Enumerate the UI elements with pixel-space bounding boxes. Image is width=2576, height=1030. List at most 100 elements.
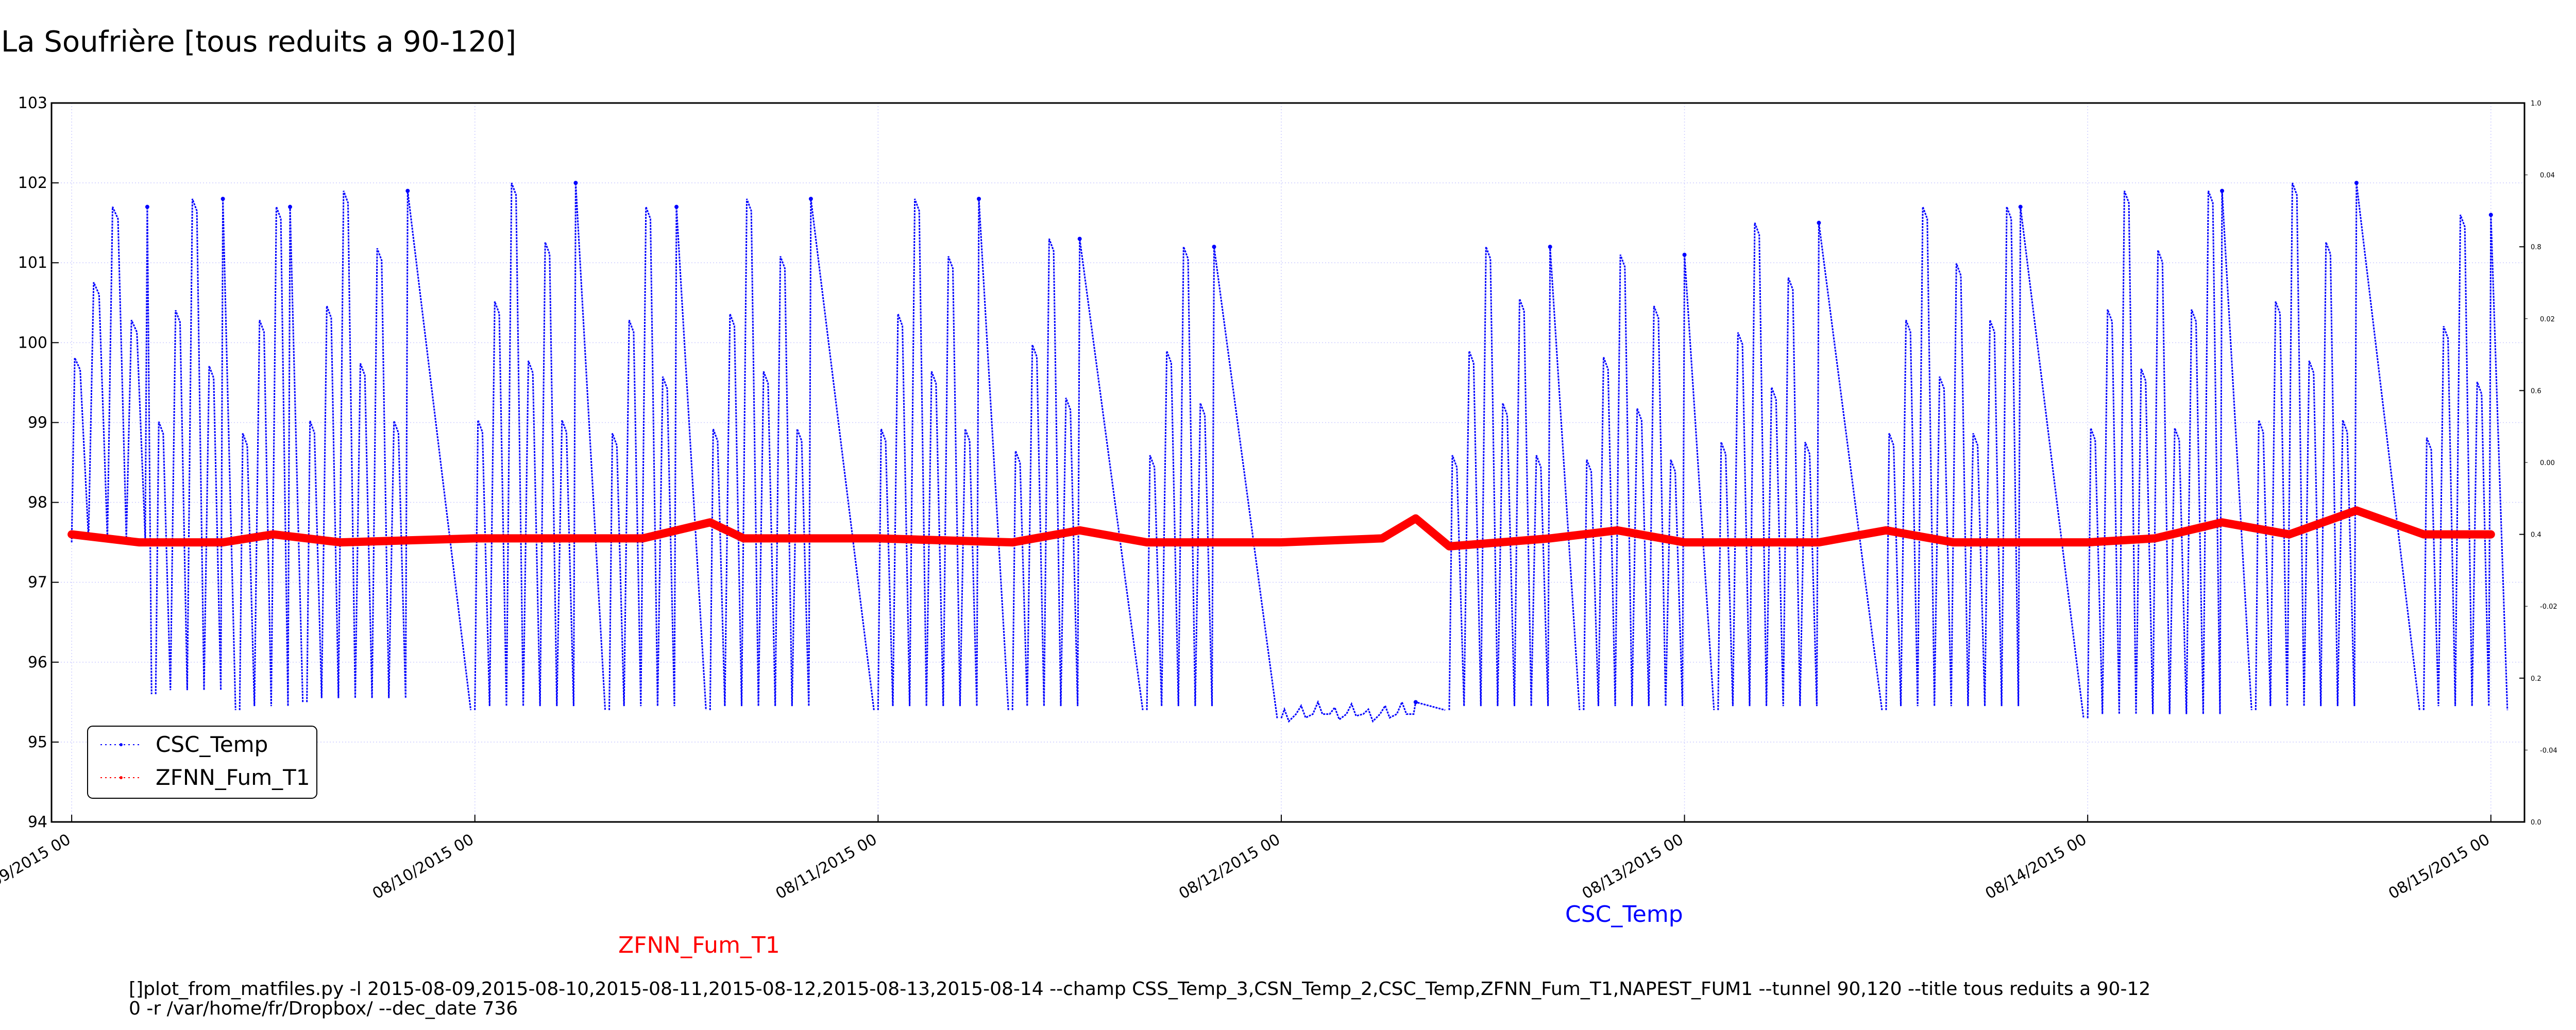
zfnn-fum-t1-point: [1950, 539, 1957, 546]
csc-temp-peak-point: [674, 204, 679, 209]
csc-temp-peak-point: [1413, 700, 1418, 705]
zfnn-fum-t1-point: [2353, 507, 2360, 514]
csc-temp-cycle: [1280, 700, 1446, 723]
command-line-1: []plot_from_matfiles.py -l 2015-08-09,20…: [129, 978, 2150, 1000]
csc-temp-cycle: [2087, 191, 2252, 718]
zfnn-fum-t1-point: [1547, 535, 1553, 542]
y-tick-label: 99: [28, 414, 47, 432]
csc-temp-peak-point: [288, 204, 293, 209]
zfnn-fum-t1-point: [135, 539, 142, 546]
y-tick-label: 97: [28, 574, 47, 592]
x-tick-label: 08/10/2015 00: [369, 831, 477, 903]
csc-temp-cycle: [1583, 254, 1715, 710]
right-tick-label: 0.2: [2531, 675, 2541, 683]
zfnn-fum-t1-point: [1614, 527, 1621, 534]
chart-title: La Soufrière [tous reduits a 90-120]: [1, 25, 516, 59]
legend-marker-csc: [120, 743, 123, 746]
right-axis-secondary: -0.04 -0.02 0.00 0.02 0.04: [2524, 172, 2557, 754]
x-tick-label: 08/09/2015 00: [0, 831, 74, 903]
zfnn-fum-t1-point: [2286, 531, 2293, 538]
y-tick-label: 100: [18, 334, 47, 352]
csc-temp-cycle: [1011, 238, 1144, 710]
y-tick-label: 102: [18, 174, 47, 192]
csc-temp-peak-point: [2220, 188, 2225, 193]
zfnn-fum-t1-point: [639, 535, 646, 542]
csc-temp-peak-point: [145, 204, 149, 209]
zfnn-fum-t1-point: [471, 535, 478, 542]
right-tick-label: 0.0: [2531, 819, 2541, 827]
x-axis: 08/09/2015 00 08/10/2015 00 08/11/2015 00 0…: [0, 815, 2493, 903]
csc-temp-peak-point: [2488, 213, 2493, 217]
zfnn-fum-t1-point: [2151, 535, 2158, 542]
csc-temp-cycle: [2255, 182, 2420, 710]
series-label-zfnn: ZFNN_Fum_T1: [618, 932, 780, 958]
legend: CSC_Temp ZFNN_Fum_T1: [87, 726, 317, 799]
right-secondary-tick-label: 0.00: [2540, 459, 2555, 467]
x-tick-label: 08/12/2015 00: [1176, 831, 1283, 903]
zfnn-fum-t1-point: [1278, 539, 1284, 546]
zfnn-fum-t1-point: [337, 539, 344, 546]
zfnn-fum-t1-point: [1883, 527, 1889, 534]
csc-temp-cycle: [1717, 222, 1883, 710]
zfnn-fum-t1-point: [707, 519, 714, 526]
x-tick-label: 08/11/2015 00: [773, 831, 880, 903]
series-csc-temp: [71, 181, 2509, 723]
zfnn-fum-t1-point: [875, 535, 882, 542]
csc-temp-peak-point: [573, 181, 578, 185]
csc-temp-peak-point: [1817, 220, 1821, 225]
right-secondary-tick-label: -0.02: [2540, 603, 2557, 611]
right-axis-primary: 0.0 0.2 0.4 0.6 0.8 1.0: [2519, 100, 2541, 827]
right-secondary-tick-label: 0.04: [2540, 172, 2555, 180]
csc-temp-cycle: [1146, 246, 1278, 718]
csc-temp-peak-point: [405, 188, 410, 193]
csc-temp-peak-point: [1212, 245, 1216, 249]
zfnn-fum-t1-point: [270, 531, 277, 538]
zfnn-fum-t1-point: [1076, 527, 1083, 534]
y-tick-label: 98: [28, 494, 47, 512]
zfnn-fum-t1-line: [67, 506, 2495, 551]
csc-temp-cycle: [155, 198, 236, 710]
zfnn-fum-t1-point: [1446, 543, 1453, 550]
x-tick-label: 08/15/2015 00: [2385, 831, 2493, 903]
csc-temp-cycle: [306, 191, 472, 710]
csc-temp-peak-point: [977, 197, 981, 201]
right-secondary-tick-label: -0.04: [2540, 747, 2557, 754]
x-tick-label: 08/14/2015 00: [1982, 831, 2090, 903]
legend-label-csc: CSC_Temp: [156, 732, 268, 757]
csc-temp-peak-point: [808, 197, 813, 201]
csc-temp-cycle: [1885, 207, 2084, 718]
zfnn-fum-t1-point: [2487, 531, 2494, 538]
csc-temp-cycle: [709, 198, 875, 710]
csc-temp-cycle: [2422, 214, 2509, 710]
csc-temp-peak-point: [1077, 236, 1082, 241]
zfnn-fum-t1-point: [2219, 519, 2226, 526]
csc-temp-cycle: [608, 207, 707, 710]
zfnn-fum-t1-point: [1816, 539, 1822, 546]
zfnn-fum-t1-point: [2084, 539, 2091, 546]
zfnn-fum-t1-point: [219, 539, 226, 546]
right-tick-label: 0.4: [2531, 531, 2541, 539]
right-tick-label: 1.0: [2531, 100, 2541, 108]
csc-temp-peak-point: [2018, 204, 2023, 209]
zfnn-fum-t1-point: [740, 535, 747, 542]
x-tick-label: 08/13/2015 00: [1579, 831, 1687, 903]
y-tick-label: 95: [28, 733, 47, 751]
csc-temp-peak-point: [1548, 245, 1552, 249]
series-label-csc: CSC_Temp: [1565, 901, 1683, 928]
zfnn-fum-t1-point: [1379, 535, 1385, 542]
grid-lines: [52, 103, 2524, 822]
legend-marker-zfnn: [120, 776, 123, 779]
y-tick-label: 101: [18, 254, 47, 272]
csc-temp-cycle: [474, 182, 606, 710]
y-tick-label: 96: [28, 654, 47, 672]
legend-box: [87, 726, 317, 799]
y-axis: 94 95 96 97 98 99 100 101 102 103: [18, 94, 59, 831]
zfnn-fum-t1-point: [1681, 539, 1688, 546]
command-line-2: 0 -r /var/home/fr/Dropbox/ --dec_date 73…: [129, 998, 518, 1019]
right-secondary-tick-label: 0.02: [2540, 316, 2555, 323]
y-tick-label: 94: [28, 813, 47, 831]
legend-label-zfnn: ZFNN_Fum_T1: [156, 765, 310, 790]
zfnn-fum-t1-point: [1412, 515, 1419, 522]
zfnn-fum-t1-point: [2420, 531, 2427, 538]
